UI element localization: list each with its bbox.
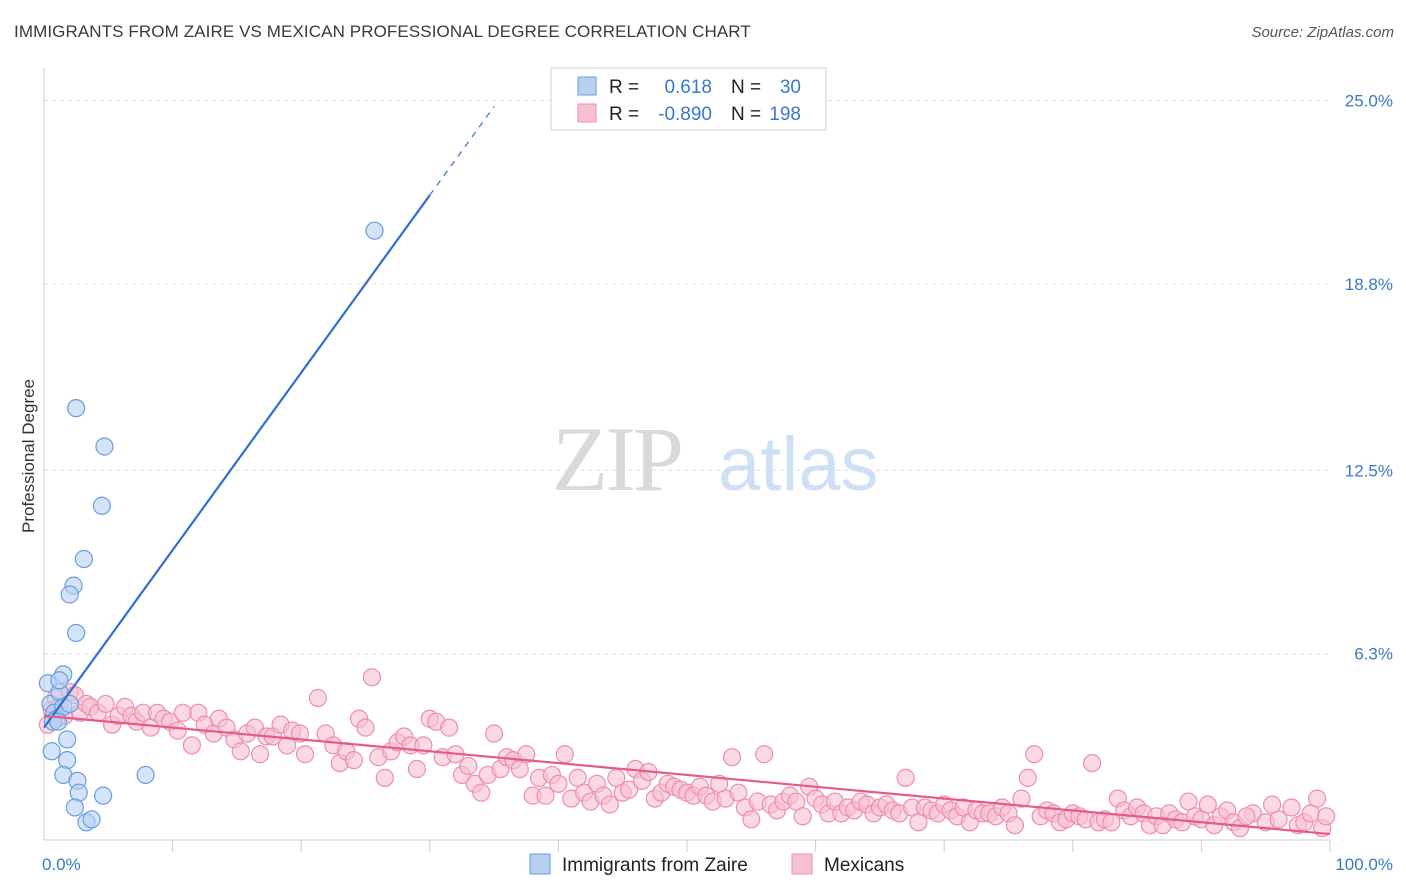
mexicans-point — [407, 759, 427, 779]
zaire-point — [365, 221, 384, 240]
mexicans-point — [439, 718, 459, 737]
chart-source: Source: ZipAtlas.com — [1251, 24, 1394, 41]
zaire-point — [67, 399, 86, 418]
mexicans-point — [896, 768, 915, 787]
zaire-point — [82, 810, 101, 829]
zaire-r-value: 0.618 — [664, 77, 712, 98]
mexicans-point — [1018, 768, 1037, 787]
x-tick-marks — [172, 840, 1331, 852]
mexicans-point — [295, 745, 315, 764]
mexicans-point — [362, 668, 382, 687]
y-tick-label: 12.5% — [1345, 461, 1393, 480]
mexicans-point — [485, 724, 504, 743]
trend-lines — [43, 106, 1331, 836]
zaire-point — [95, 437, 114, 456]
zaire-trend-line — [43, 194, 431, 729]
mexicans-point — [1237, 807, 1256, 826]
mexicans-point — [600, 795, 619, 814]
mexicans-point — [1282, 798, 1301, 817]
x-tick-label-min: 0.0% — [42, 855, 81, 874]
zaire-point — [42, 742, 61, 761]
y-tick-labels: 6.3% 12.5% 18.8% 25.0% — [1345, 92, 1393, 664]
y-tick-label: 6.3% — [1354, 645, 1393, 664]
mexicans-point — [1198, 795, 1217, 814]
zaire-r-label: R = — [609, 77, 644, 98]
mexicans-point — [755, 745, 774, 764]
stats-legend: R = 0.618 N = 30 R = -0.890 N = 198 — [550, 67, 827, 131]
mexicans-legend-swatch — [577, 103, 597, 123]
mexicans-point — [472, 783, 491, 802]
mexicans-point — [742, 810, 761, 829]
legend-swatch-mexicans — [791, 853, 813, 875]
mexicans-point — [1082, 753, 1102, 773]
zaire-n-value: 30 — [780, 77, 801, 98]
mexicans-point — [290, 724, 310, 743]
mexicans-point — [1317, 807, 1336, 826]
mexicans-point — [1012, 789, 1031, 808]
mexicans-n-label: N = — [731, 104, 766, 125]
mexicans-point — [344, 751, 364, 770]
zaire-legend-swatch — [577, 76, 597, 96]
zaire-point — [74, 549, 93, 569]
mexicans-point — [250, 745, 270, 764]
zaire-point — [50, 671, 69, 690]
mexicans-point — [620, 780, 639, 799]
series-legend: Immigrants from Zaire Mexicans — [529, 853, 904, 876]
mexicans-point — [459, 756, 478, 776]
mexicans-point — [96, 694, 115, 714]
mexicans-point — [549, 774, 568, 793]
chart-title: IMMIGRANTS FROM ZAIRE VS MEXICAN PROFESS… — [14, 22, 751, 41]
mexicans-point — [1308, 789, 1327, 808]
mexicans-trend-line — [43, 714, 1331, 836]
zaire-trend-extension — [429, 106, 495, 196]
mexicans-point — [182, 736, 201, 755]
mexicans-point — [1025, 745, 1044, 764]
grid-lines — [44, 100, 1330, 655]
mexicans-r-value: -0.890 — [658, 104, 712, 125]
mexicans-point — [722, 748, 742, 767]
watermark-atlas: atlas — [718, 422, 879, 507]
mexicans-point — [1005, 816, 1025, 835]
mexicans-point — [793, 807, 812, 826]
mexicans-point — [231, 742, 250, 761]
x-tick-label-max: 100.0% — [1335, 855, 1393, 874]
legend-label-zaire: Immigrants from Zaire — [562, 855, 748, 876]
zaire-point — [67, 623, 86, 643]
mexicans-point — [173, 703, 192, 722]
axes — [43, 68, 1330, 841]
watermark-zip: ZIP — [552, 408, 681, 510]
mexicans-point — [375, 768, 394, 787]
y-tick-label: 18.8% — [1345, 275, 1393, 294]
y-axis-title: Professional Degree — [19, 379, 38, 533]
legend-swatch-zaire — [529, 853, 551, 875]
zaire-point — [65, 798, 84, 817]
zaire-point — [92, 496, 111, 515]
mexicans-point — [555, 745, 574, 764]
mexicans-point — [1263, 795, 1282, 814]
stats-legend-box — [550, 67, 827, 131]
mexicans-point — [168, 721, 187, 740]
zaire-point — [58, 730, 77, 749]
mexicans-point — [356, 718, 375, 737]
zaire-n-label: N = — [731, 77, 766, 98]
zaire-point — [94, 786, 113, 805]
y-tick-label: 25.0% — [1345, 92, 1393, 111]
mexicans-r-label: R = — [609, 104, 644, 125]
zaire-point — [60, 585, 79, 604]
mexicans-point — [308, 688, 328, 708]
legend-label-mexicans: Mexicans — [824, 855, 904, 876]
zaire-point — [136, 765, 155, 785]
mexicans-point — [517, 745, 536, 764]
mexicans-points — [38, 668, 1336, 838]
mexicans-point — [536, 786, 555, 805]
zaire-point — [60, 694, 79, 714]
mexicans-n-value: 198 — [769, 104, 801, 125]
watermark: ZIP atlas — [552, 408, 879, 510]
